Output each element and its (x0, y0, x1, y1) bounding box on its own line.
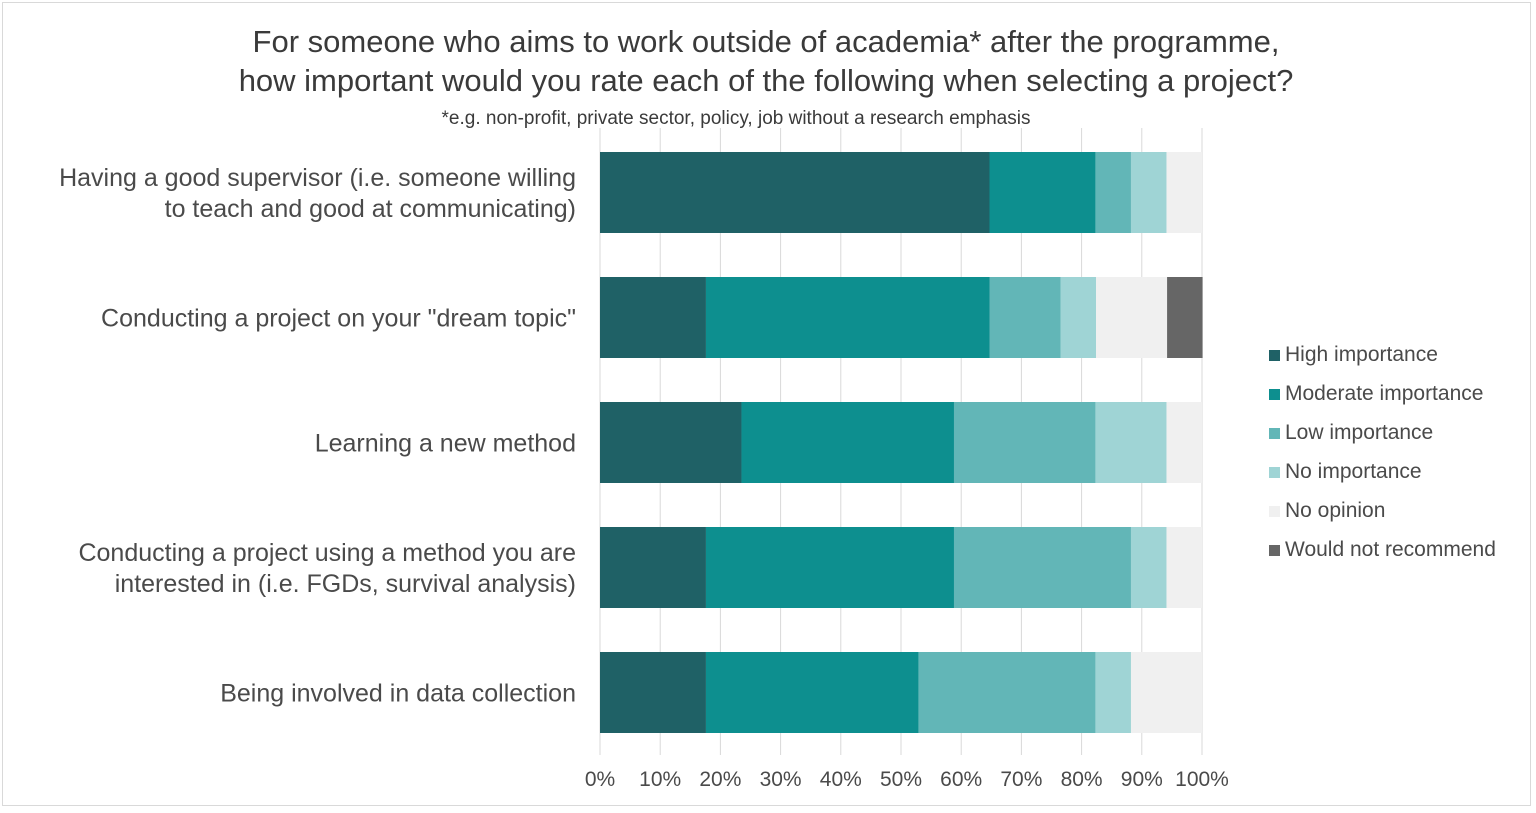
bar-segment: Low importance: 5.9 (1095, 152, 1131, 233)
x-axis-ticks: 0% 10% 20% 30% 40% 50% 60% 70% 80% 90% 100% (585, 768, 1229, 791)
bar-segment: Moderate importance: 17.6 (989, 152, 1096, 233)
bar-segment: No opinion: 11.8 (1130, 652, 1202, 733)
category-label: interested in (i.e. FGDs, survival analy… (115, 570, 576, 598)
legend-swatch (1269, 350, 1280, 361)
bar-segment: No opinion: 5.9 (1166, 402, 1202, 483)
legend-label: High importance (1285, 343, 1438, 366)
x-tick-label: 100% (1175, 768, 1229, 791)
x-tick-label: 90% (1121, 768, 1163, 791)
chart-subtitle: *e.g. non-profit, private sector, policy… (442, 108, 1031, 129)
bar-segment: Low importance: 23.5 (953, 402, 1096, 483)
category-labels: Having a good supervisor (i.e. someone w… (59, 164, 576, 708)
bars: High importance: 64.7Moderate importance… (600, 152, 1203, 733)
bar-segment: High importance: 64.7 (600, 152, 990, 233)
chart-title-line-2: how important would you rate each of the… (239, 63, 1294, 98)
legend-swatch (1269, 428, 1280, 439)
bar-segment: High importance: 23.5 (600, 402, 742, 483)
legend-swatch (1269, 506, 1280, 517)
bar-segment: Moderate importance: 35.3 (705, 652, 919, 733)
bar-segment: No opinion: 5.9 (1166, 527, 1202, 608)
bar-segment: High importance: 17.6 (600, 652, 706, 733)
x-tick-label: 10% (639, 768, 681, 791)
bar-segment: High importance: 17.6 (600, 527, 706, 608)
category-label: Conducting a project using a method you … (78, 539, 576, 567)
category-label: Having a good supervisor (i.e. someone w… (59, 164, 576, 192)
chart-title-line-1: For someone who aims to work outside of … (253, 24, 1280, 59)
x-tick-label: 20% (699, 768, 741, 791)
x-tick-label: 70% (1000, 768, 1042, 791)
x-tick-label: 0% (585, 768, 615, 791)
legend: High importance Moderate importance Low im… (1269, 343, 1496, 561)
bar-segment: No importance: 5.9 (1095, 652, 1131, 733)
legend-swatch (1269, 467, 1280, 478)
legend-label: Moderate importance (1285, 382, 1483, 405)
x-tick-label: 50% (880, 768, 922, 791)
category-label: to teach and good at communicating) (165, 195, 576, 223)
legend-label: Low importance (1285, 421, 1433, 444)
bar-segment: Moderate importance: 41.2 (705, 527, 954, 608)
bar-segment: No importance: 5.9 (1130, 527, 1167, 608)
x-tick-label: 80% (1061, 768, 1103, 791)
category-label: Conducting a project on your "dream topi… (101, 305, 576, 333)
category-label: Learning a new method (315, 430, 576, 458)
bar-segment: No opinion: 5.9 (1166, 152, 1202, 233)
category-label: Being involved in data collection (220, 680, 576, 708)
legend-label: No importance (1285, 460, 1422, 483)
bar-segment: Low importance: 11.8 (989, 277, 1061, 358)
legend-label: No opinion (1285, 499, 1385, 522)
bar-segment: No importance: 5.9 (1130, 152, 1167, 233)
bar-segment: Moderate importance: 47.1 (705, 277, 990, 358)
x-tick-label: 40% (820, 768, 862, 791)
bar-segment: No importance: 5.9 (1060, 277, 1097, 358)
legend-swatch (1269, 389, 1280, 400)
legend-label: Would not recommend (1285, 538, 1496, 561)
bar-segment: Low importance: 29.4 (953, 527, 1131, 608)
bar-segment: Moderate importance: 35.3 (741, 402, 954, 483)
bar-segment: No opinion: 11.8 (1096, 277, 1168, 358)
x-tick-label: 60% (940, 768, 982, 791)
x-tick-label: 30% (760, 768, 802, 791)
bar-segment: Low importance: 29.4 (918, 652, 1096, 733)
bar-segment: No importance: 11.8 (1095, 402, 1167, 483)
bar-segment: High importance: 17.6 (600, 277, 706, 358)
chart-title-group: For someone who aims to work outside of … (239, 24, 1294, 129)
bar-segment: Would not recommend: 5.9 (1167, 277, 1203, 358)
legend-swatch (1269, 545, 1280, 556)
